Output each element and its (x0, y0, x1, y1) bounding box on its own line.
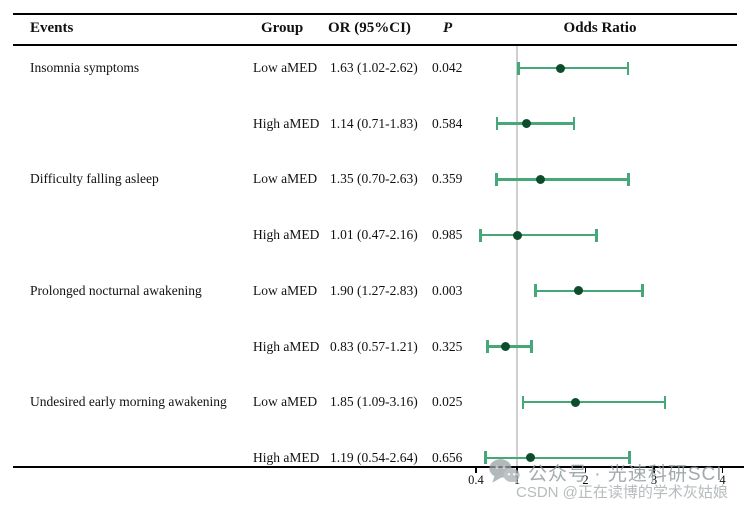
axis-tick (721, 468, 724, 473)
p-value: 0.325 (432, 338, 463, 354)
ci-cap-high (572, 117, 576, 131)
ci-bar (518, 66, 628, 70)
column-header-group: Group (261, 20, 304, 36)
or-point (574, 286, 584, 296)
or-ci-value: 1.90 (1.27-2.83) (330, 282, 418, 298)
ci-bar (485, 456, 630, 460)
or-point (500, 342, 510, 351)
axis-tick-label: 3 (650, 473, 658, 487)
p-value: 0.025 (432, 394, 463, 410)
event-label: Undesired early morning awakening (30, 394, 227, 410)
column-header-p: P (443, 20, 453, 36)
ci-bar (496, 178, 629, 181)
group-label: Low aMED (253, 60, 318, 75)
or-point (570, 397, 580, 407)
p-value: 0.003 (432, 282, 463, 298)
p-value: 0.656 (432, 449, 463, 465)
ci-cap-high (627, 172, 630, 186)
ci-bar (497, 122, 574, 125)
group-label: Low aMED (253, 394, 318, 410)
ci-cap-low (486, 340, 489, 353)
axis-tick-label: 0.4 (468, 473, 484, 487)
ci-cap-high (530, 340, 533, 353)
ci-cap-low (534, 284, 537, 298)
ci-cap-low (495, 172, 498, 186)
ci-cap-low (479, 228, 482, 242)
column-header-or-ci: OR (95%CI) (328, 20, 411, 36)
ci-cap-high (663, 395, 667, 409)
ci-cap-high (641, 284, 644, 298)
watermark-primary-text: 公众号 · 光速科研SCI (528, 464, 723, 485)
or-ci-value: 1.35 (0.70-2.63) (330, 171, 418, 187)
event-label: Insomnia symptoms (30, 60, 140, 75)
group-label: Low aMED (253, 171, 318, 187)
or-point (536, 174, 546, 184)
group-label: High aMED (253, 449, 320, 465)
or-ci-value: 1.01 (0.47-2.16) (330, 227, 418, 243)
or-point (555, 63, 565, 73)
ci-cap-high (628, 451, 631, 465)
column-header-odds-ratio: Odds Ratio (563, 20, 637, 36)
or-ci-value: 1.14 (0.71-1.83) (330, 115, 418, 131)
ci-bar (523, 400, 665, 404)
or-ci-value: 0.83 (0.57-1.21) (330, 338, 418, 354)
or-ci-value: 1.85 (1.09-3.16) (330, 394, 418, 410)
or-point (522, 119, 532, 129)
or-point (525, 453, 535, 463)
top-rule (13, 13, 737, 15)
group-label: High aMED (253, 227, 320, 243)
wechat-icon (489, 459, 520, 484)
bottom-rule-axis-line (13, 466, 744, 468)
ci-cap-low (484, 451, 487, 465)
axis-tick (653, 468, 655, 473)
p-value: 0.042 (432, 60, 463, 75)
p-value: 0.584 (432, 115, 463, 131)
axis-tick-label: 4 (719, 473, 726, 487)
p-value: 0.359 (432, 171, 463, 187)
or-ci-value: 1.19 (0.54-2.64) (330, 449, 418, 465)
ci-cap-low (521, 395, 525, 409)
ci-bar (480, 233, 597, 237)
event-label: Prolonged nocturnal awakening (30, 282, 202, 298)
ci-cap-high (595, 228, 598, 242)
ci-cap-low (495, 117, 499, 131)
ci-cap-low (517, 61, 520, 75)
group-label: High aMED (253, 338, 320, 354)
or-point (513, 230, 523, 240)
axis-tick (584, 468, 587, 473)
ci-cap-high (626, 61, 630, 75)
column-header-events: Events (30, 20, 74, 36)
or-ci-value: 1.63 (1.02-2.62) (330, 60, 418, 75)
watermark-secondary-text: CSDN @正在读博的学术灰姑娘 (516, 484, 728, 501)
group-label: High aMED (253, 115, 320, 131)
ci-bar (535, 289, 643, 293)
reference-line-or-1 (516, 46, 518, 466)
axis-tick (475, 468, 477, 473)
event-label: Difficulty falling asleep (30, 171, 159, 187)
header-rule (13, 44, 737, 46)
group-label: Low aMED (253, 282, 318, 298)
axis-tick-label: 2 (582, 473, 589, 487)
p-value: 0.985 (432, 227, 463, 243)
